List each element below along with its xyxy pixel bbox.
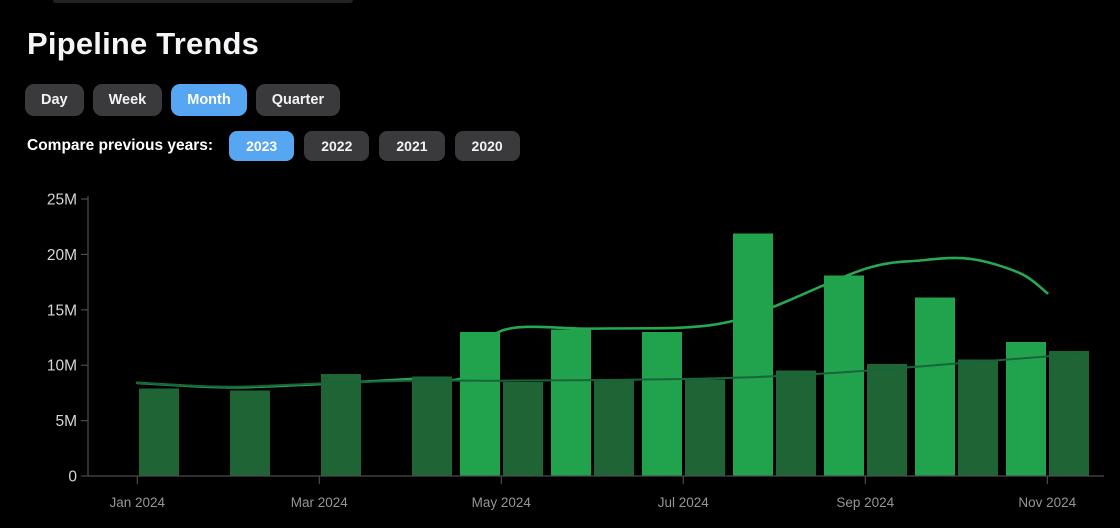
x-axis-tick-label: Jul 2024 [658, 495, 710, 510]
y-axis-tick-label: 20M [47, 247, 77, 264]
period-button-day[interactable]: Day [25, 84, 84, 116]
bar-2023-oct[interactable] [957, 359, 998, 476]
bar-2024-oct[interactable] [914, 297, 955, 476]
bar-2023-feb[interactable] [229, 390, 270, 476]
bar-2023-apr[interactable] [411, 376, 452, 476]
bar-2024-sep[interactable] [823, 275, 864, 476]
x-axis-tick-label: May 2024 [472, 495, 532, 510]
bar-2024-nov[interactable] [1005, 341, 1046, 476]
top-edge-artifact [53, 0, 353, 3]
page-title: Pipeline Trends [27, 26, 260, 61]
bar-2023-jun[interactable] [593, 380, 634, 476]
bar-2023-aug[interactable] [775, 370, 816, 476]
y-axis-tick-label: 10M [47, 358, 77, 375]
compare-years-row: Compare previous years: 2023 2022 2021 2… [27, 131, 530, 161]
bar-2023-mar[interactable] [320, 374, 361, 476]
y-axis-tick-label: 5M [55, 413, 77, 430]
year-chip-2020[interactable]: 2020 [454, 131, 520, 161]
bar-2024-jun[interactable] [550, 329, 591, 476]
trend-line-2023 [136, 350, 1090, 388]
y-axis-tick-label: 25M [47, 192, 77, 209]
period-button-week[interactable]: Week [92, 84, 163, 116]
compare-years-label: Compare previous years: [27, 137, 214, 154]
bar-2023-jan[interactable] [138, 388, 179, 476]
x-axis-tick-label: Nov 2024 [1018, 495, 1076, 510]
y-axis-tick-label: 15M [47, 302, 77, 319]
period-button-month[interactable]: Month [171, 84, 247, 116]
period-button-quarter[interactable]: Quarter [255, 84, 341, 116]
x-axis-tick-label: Jan 2024 [110, 495, 166, 510]
year-chip-2022[interactable]: 2022 [304, 131, 370, 161]
x-axis-tick-label: Mar 2024 [291, 495, 349, 510]
y-axis-tick-label: 0 [68, 469, 77, 486]
bar-2023-jul[interactable] [684, 379, 725, 476]
year-chip-2021[interactable]: 2021 [379, 131, 445, 161]
bar-2024-jul[interactable] [641, 331, 682, 476]
bar-2023-nov[interactable] [1048, 350, 1089, 476]
bar-2023-may[interactable] [502, 381, 543, 476]
bar-2023-sep[interactable] [866, 364, 907, 476]
x-axis-tick-label: Sep 2024 [836, 495, 894, 510]
year-chip-2023[interactable]: 2023 [229, 131, 295, 161]
bar-2024-may[interactable] [459, 331, 500, 476]
bar-2024-aug[interactable] [732, 233, 773, 476]
period-toggle-group: Day Week Month Quarter [25, 84, 341, 116]
